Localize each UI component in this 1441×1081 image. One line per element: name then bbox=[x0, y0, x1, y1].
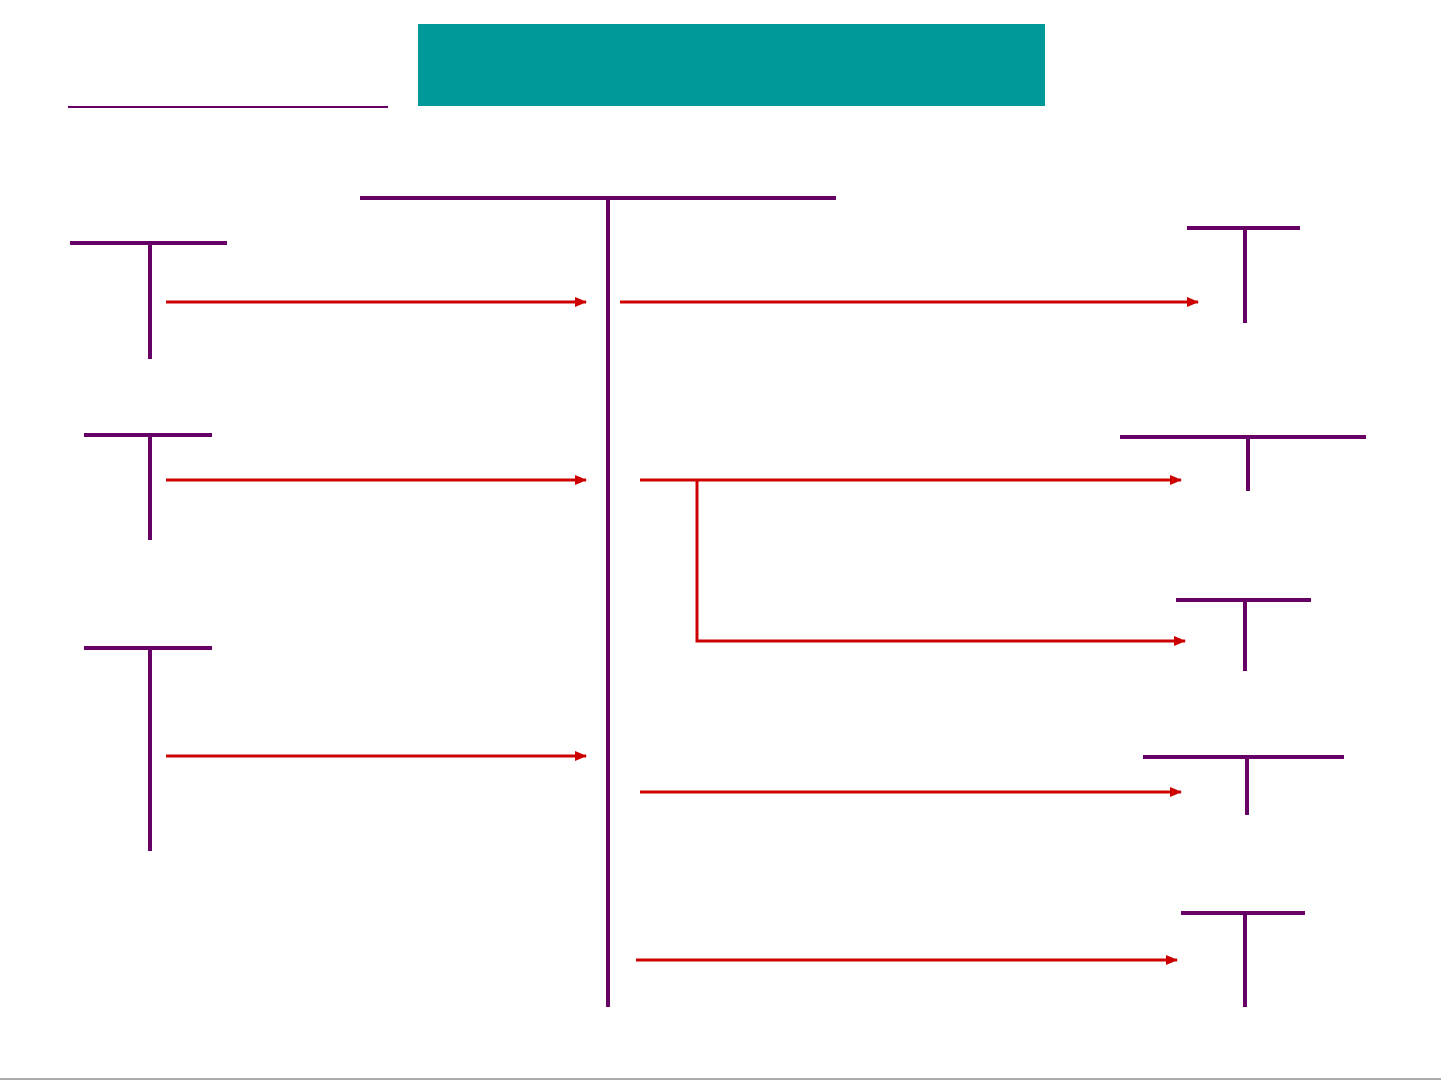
branch-arrow bbox=[695, 480, 1186, 646]
right-t bbox=[1176, 598, 1311, 671]
right-t bbox=[1187, 226, 1300, 323]
right-t bbox=[1181, 911, 1305, 1007]
left-t bbox=[84, 433, 212, 540]
center-t bbox=[360, 196, 836, 1007]
title-box bbox=[418, 24, 1045, 106]
right-t bbox=[1120, 435, 1366, 491]
left-t bbox=[70, 241, 227, 359]
right-t bbox=[1143, 755, 1344, 815]
left-t bbox=[84, 646, 212, 851]
